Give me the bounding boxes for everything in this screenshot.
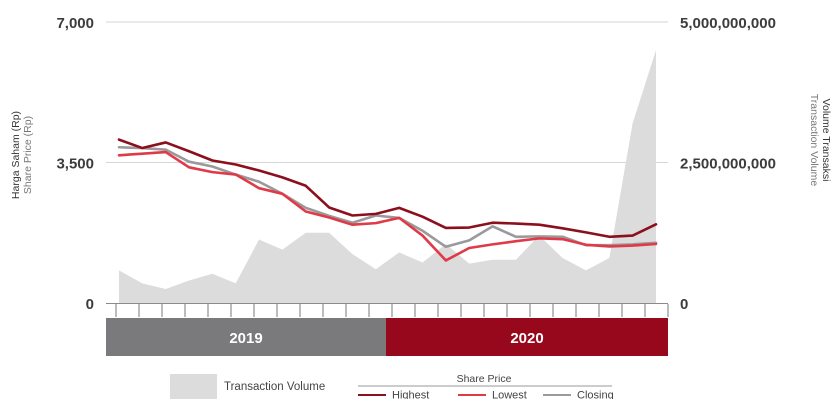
legend-label-closing: Closing xyxy=(577,390,614,400)
legend-group-title: Share Price xyxy=(457,373,512,385)
legend-volume-label: Transaction Volume xyxy=(224,381,325,393)
volume-area xyxy=(119,50,656,303)
right-tick-label: 2,500,000,000 xyxy=(680,156,776,173)
left-tick-label: 0 xyxy=(86,296,94,313)
period-band-2020 xyxy=(386,318,668,356)
period-label: 2020 xyxy=(510,330,543,347)
series-line-closing xyxy=(117,145,658,249)
volume-area-layer xyxy=(119,50,656,303)
right-tick-label: 0 xyxy=(680,296,688,313)
right-axis-subtitle: Transaction Volume xyxy=(808,94,820,187)
gridlines xyxy=(106,21,668,163)
price-lines-layer xyxy=(117,138,658,262)
axes-layer: 0 3,500 7,000 0 2,500,000,000 5,000,000,000 Ha… xyxy=(10,15,832,317)
series-line-highest xyxy=(117,138,658,239)
left-tick-label: 7,000 xyxy=(56,15,94,32)
legend-label-highest: Highest xyxy=(392,390,429,400)
right-tick-label: 5,000,000,000 xyxy=(680,15,776,32)
right-axis-title: Volume Transaksi xyxy=(820,99,832,182)
legend-volume-swatch xyxy=(170,374,217,399)
series-line-lowest xyxy=(117,150,658,262)
left-tick-label: 3,500 xyxy=(56,156,94,173)
left-axis-title: Harga Saham (Rp) xyxy=(10,111,22,199)
left-axis-subtitle: Share Price (Rp) xyxy=(22,116,34,194)
legend-label-lowest: Lowest xyxy=(492,390,527,400)
period-label: 2019 xyxy=(229,330,262,347)
period-band: 2019 2020 xyxy=(106,318,668,356)
period-band-2019 xyxy=(106,318,386,356)
legend: Transaction Volume Share Price Highest Lowe… xyxy=(170,373,614,402)
